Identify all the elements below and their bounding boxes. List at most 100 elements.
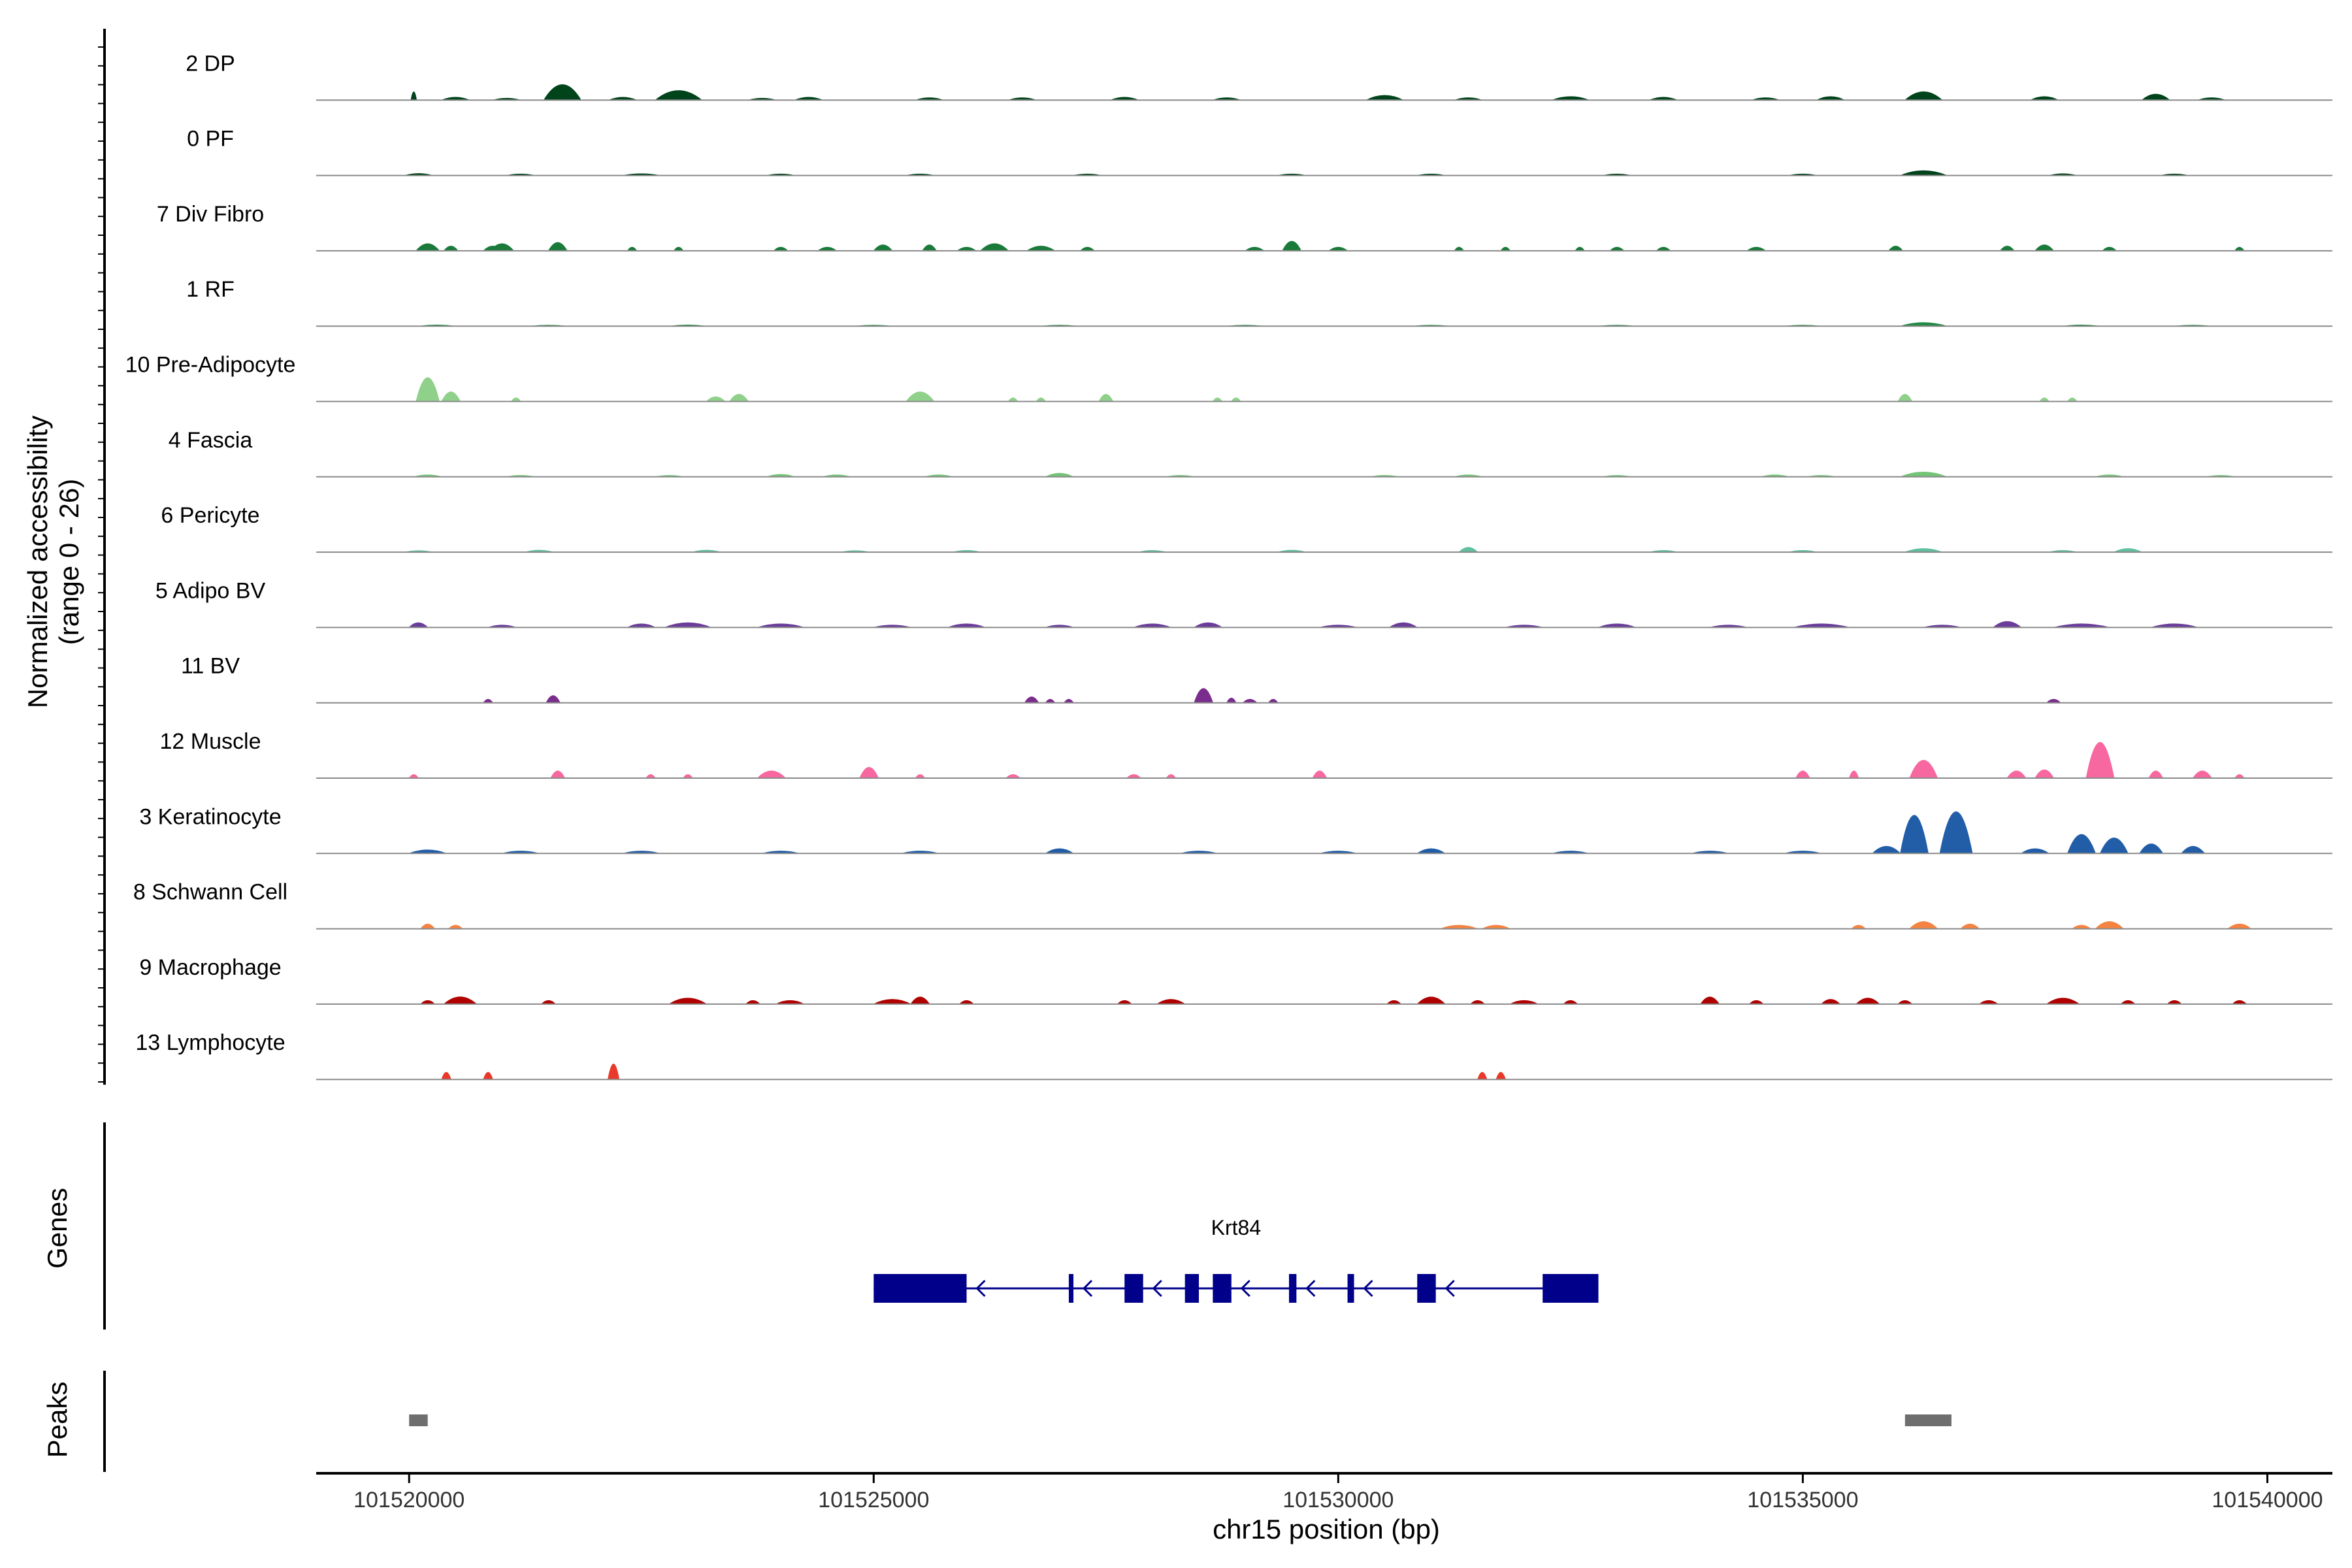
track-13-lymphocyte: 13 Lymphocyte xyxy=(135,1030,2332,1081)
coverage-peak xyxy=(1458,547,1478,553)
coverage-peak xyxy=(2046,998,2080,1005)
coverage-peak xyxy=(1855,998,1880,1005)
coverage-peak xyxy=(1495,1071,1506,1080)
coverage-peak xyxy=(1282,240,1302,252)
coverage-peak xyxy=(979,243,1009,252)
coverage-peak xyxy=(1909,760,1938,779)
gene-exon xyxy=(1068,1274,1074,1303)
coverage-peak xyxy=(1388,622,1418,628)
coverage-peak xyxy=(2006,770,2027,779)
coverage-peak xyxy=(664,622,711,628)
coverage-peak xyxy=(1871,845,1901,854)
gene-label: Krt84 xyxy=(1211,1216,1261,1239)
coverage-peak xyxy=(873,244,893,252)
coverage-peak xyxy=(483,1071,493,1080)
coverage-peak xyxy=(757,770,787,779)
coverage-peak xyxy=(1416,848,1446,854)
coverage-peak xyxy=(1098,394,1114,402)
track-label: 5 Adipo BV xyxy=(155,578,266,603)
coverage-peak xyxy=(1156,999,1186,1005)
track-label: 11 BV xyxy=(181,654,240,679)
gene-exon xyxy=(1417,1274,1436,1303)
gene-exon xyxy=(1184,1274,1200,1303)
coverage-peak xyxy=(2019,848,2050,854)
track-label: 9 Macrophage xyxy=(139,955,281,980)
coverage-peak xyxy=(1897,394,1913,402)
accessibility-tracks: 2 DP 0 PF 7 Div Fibro 1 RF 10 Pre-Adipocyte 4… xyxy=(125,51,2332,1081)
gene-strand-arrow xyxy=(1082,1279,1093,1298)
coverage-peak xyxy=(1044,848,1075,854)
coverage-peak xyxy=(1024,696,1039,704)
coverage-peak xyxy=(668,998,708,1005)
coverage-peak xyxy=(408,622,429,628)
coverage-peak xyxy=(1887,246,1904,252)
coverage-peak xyxy=(607,1064,620,1080)
gene-strand-arrow xyxy=(1363,1279,1373,1298)
coverage-peak xyxy=(1904,91,1944,101)
coverage-peak xyxy=(443,996,478,1005)
coverage-peak xyxy=(728,394,749,402)
coverage-peak xyxy=(1992,621,2022,628)
coverage-peak xyxy=(441,391,461,402)
coverage-peak xyxy=(2034,244,2055,252)
track-label: 13 Lymphocyte xyxy=(135,1030,285,1055)
coverage-peak xyxy=(2180,845,2206,854)
coverage-peak xyxy=(906,391,935,402)
coverage-peak xyxy=(654,90,703,101)
coverage-peak xyxy=(2085,742,2115,779)
gene-exon xyxy=(1213,1274,1232,1303)
coverage-peak xyxy=(1416,996,1446,1005)
track-label: 0 PF xyxy=(187,127,234,152)
coverage-peak xyxy=(550,770,566,779)
genes-panel-title: Genes xyxy=(42,1188,73,1269)
track-label: 12 Muscle xyxy=(160,729,261,754)
y-axis-title-group: Normalized accessibility (range 0 - 26) xyxy=(22,416,84,708)
coverage-peak xyxy=(489,243,515,252)
coverage-peak xyxy=(1026,246,1056,252)
gene-krt84: Krt84 xyxy=(874,1216,1599,1303)
coverage-peak xyxy=(420,923,436,930)
gene-exon xyxy=(1347,1274,1354,1303)
coverage-peak xyxy=(443,246,459,252)
gene-exon xyxy=(1124,1274,1143,1303)
track-9-macrophage: 9 Macrophage xyxy=(139,955,2332,1005)
coverage-peak xyxy=(2095,921,2125,930)
x-tick-label: 101535000 xyxy=(1747,1488,1858,1512)
coverage-peak xyxy=(547,242,568,252)
x-tick-label: 101540000 xyxy=(2212,1488,2323,1512)
gene-exon xyxy=(1288,1274,1297,1303)
coverage-peak xyxy=(2148,770,2164,779)
coverage-peak xyxy=(1795,770,1810,779)
track-label: 3 Keratinocyte xyxy=(139,804,281,829)
coverage-peak xyxy=(1848,770,1859,779)
left-axis xyxy=(98,29,106,1085)
x-axis: chr15 position (bp) 101520000 101525000 10… xyxy=(316,1472,2332,1544)
track-3-keratinocyte: 3 Keratinocyte xyxy=(139,804,2332,855)
coverage-peak xyxy=(1999,246,2015,252)
track-10-pre-adipocyte: 10 Pre-Adipocyte xyxy=(125,353,2332,402)
track-label: 10 Pre-Adipocyte xyxy=(125,353,296,378)
peak-region xyxy=(409,1414,428,1426)
coverage-peak xyxy=(1193,622,1224,628)
gene-strand-arrow xyxy=(975,1279,986,1298)
peaks-panel-title: Peaks xyxy=(42,1382,73,1458)
coverage-peak xyxy=(2099,838,2129,854)
coverage-peak xyxy=(1939,811,1973,854)
coverage-peak xyxy=(910,996,930,1005)
peak-region xyxy=(1904,1414,1952,1426)
coverage-peak xyxy=(706,396,726,402)
coverage-peak xyxy=(2227,923,2252,930)
gene-exon xyxy=(1543,1274,1599,1303)
gene-strand-arrow xyxy=(1152,1279,1162,1298)
coverage-peak xyxy=(874,999,911,1005)
coverage-peak xyxy=(2034,769,2055,779)
coverage-peak xyxy=(859,767,879,779)
coverage-peak xyxy=(410,91,417,101)
track-label: 1 RF xyxy=(186,277,235,302)
peaks-panel: Peaks xyxy=(42,1371,1952,1472)
track-7-div-fibro: 7 Div Fibro xyxy=(157,202,2332,252)
gene-strand-arrow xyxy=(1445,1279,1455,1298)
coverage-peak xyxy=(1900,472,1948,478)
coverage-peak xyxy=(2066,834,2097,854)
